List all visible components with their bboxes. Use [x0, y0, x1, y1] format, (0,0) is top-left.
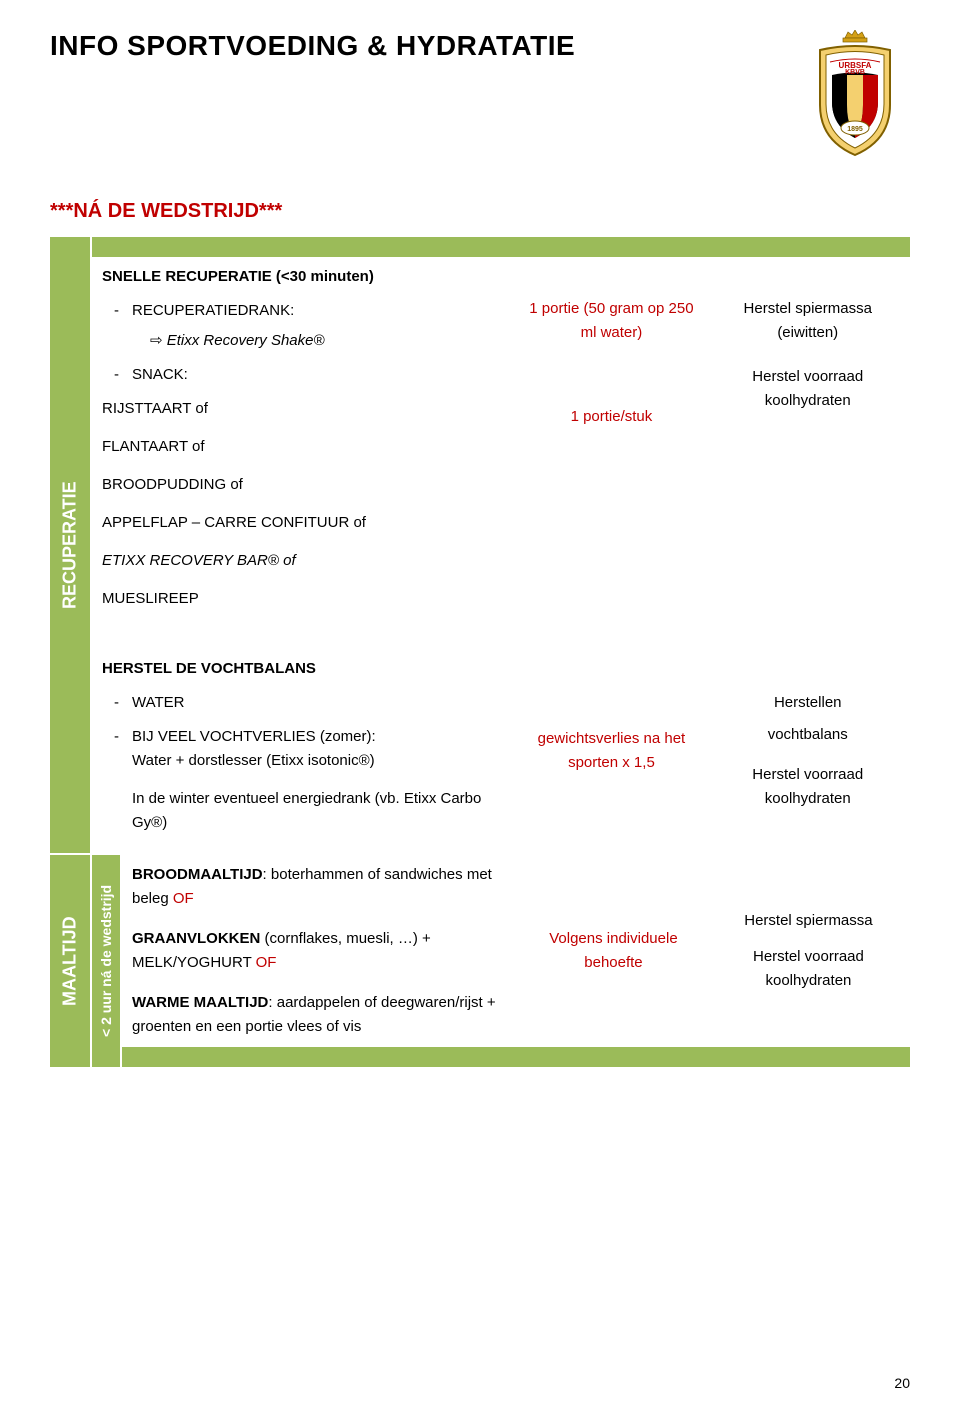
effect-text: Herstel voorraad koolhydraten [715, 763, 900, 811]
list-item: WATER [132, 691, 507, 715]
side-label-recuperatie: RECUPERATIE [50, 237, 90, 853]
section1-heading: SNELLE RECUPERATIE (<30 minuten) [102, 265, 507, 289]
recuperatie-table: SNELLE RECUPERATIE (<30 minuten) RECUPER… [92, 257, 910, 619]
arrow-icon: ⇨ [150, 332, 167, 349]
option: BROODPUDDING of [102, 473, 507, 497]
meal-option: BROODMAALTIJD: boterhammen of sandwiches… [132, 863, 510, 911]
svg-text:1895: 1895 [847, 126, 863, 133]
maaltijd-block: MAALTIJD < 2 uur ná de wedstrijd BROODMA… [50, 855, 910, 1067]
side-label-maaltijd: MAALTIJD [50, 855, 90, 1067]
option: ETIXX RECOVERY BAR® of [102, 549, 507, 573]
portion-text: gewichtsverlies na het sporten x 1,5 [527, 727, 695, 775]
effect-text: Herstel spiermassa [717, 909, 900, 933]
effect-text: Herstel spiermassa (eiwitten) [715, 297, 900, 345]
vochtbalans-table: HERSTEL DE VOCHTBALANS WATER BIJ VEEL VO… [92, 649, 910, 853]
page-number: 20 [894, 1375, 910, 1391]
option: MUESLIREEP [102, 587, 507, 611]
option: RIJSTTAART of [102, 397, 507, 421]
effect-text: Herstel voorraad koolhydraten [717, 945, 900, 993]
document-header: INFO SPORTVOEDING & HYDRATATIE URBSFA KB… [50, 30, 910, 160]
top-bar [92, 237, 910, 257]
effect-text: vochtbalans [715, 723, 900, 747]
portion-text: 1 portie/stuk [527, 405, 695, 429]
portion-text: 1 portie (50 gram op 250 ml water) [527, 297, 695, 345]
effect-text: Herstellen [715, 691, 900, 715]
recuperatie-block: RECUPERATIE SNELLE RECUPERATIE (<30 minu… [50, 237, 910, 853]
option: APPELFLAP – CARRE CONFITUUR of [102, 511, 507, 535]
page-title: INFO SPORTVOEDING & HYDRATATIE [50, 30, 575, 62]
svg-text:KBVB: KBVB [845, 69, 865, 76]
section-subtitle: ***NÁ DE WEDSTRIJD*** [50, 200, 910, 223]
meal-option: GRAANVLOKKEN (cornflakes, muesli, …) + M… [132, 927, 510, 975]
effect-text: Herstel voorraad koolhydraten [715, 365, 900, 413]
section2-heading: HERSTEL DE VOCHTBALANS [102, 657, 507, 681]
list-item: BIJ VEEL VOCHTVERLIES (zomer): Water + d… [132, 725, 507, 835]
option: FLANTAART of [102, 435, 507, 459]
portion-text: Volgens individuele behoefte [530, 927, 697, 975]
side-label-maaltijd-sub: < 2 uur ná de wedstrijd [92, 855, 120, 1067]
list-item: RECUPERATIEDRANK: ⇨ Etixx Recovery Shake… [132, 299, 507, 353]
federation-logo: URBSFA KBVB 1895 [800, 30, 910, 160]
list-item: SNACK: [132, 363, 507, 387]
bottom-bar [122, 1047, 910, 1067]
meal-option: WARME MAALTIJD: aardappelen of deegwaren… [132, 991, 510, 1039]
maaltijd-table: BROODMAALTIJD: boterhammen of sandwiches… [122, 855, 910, 1047]
